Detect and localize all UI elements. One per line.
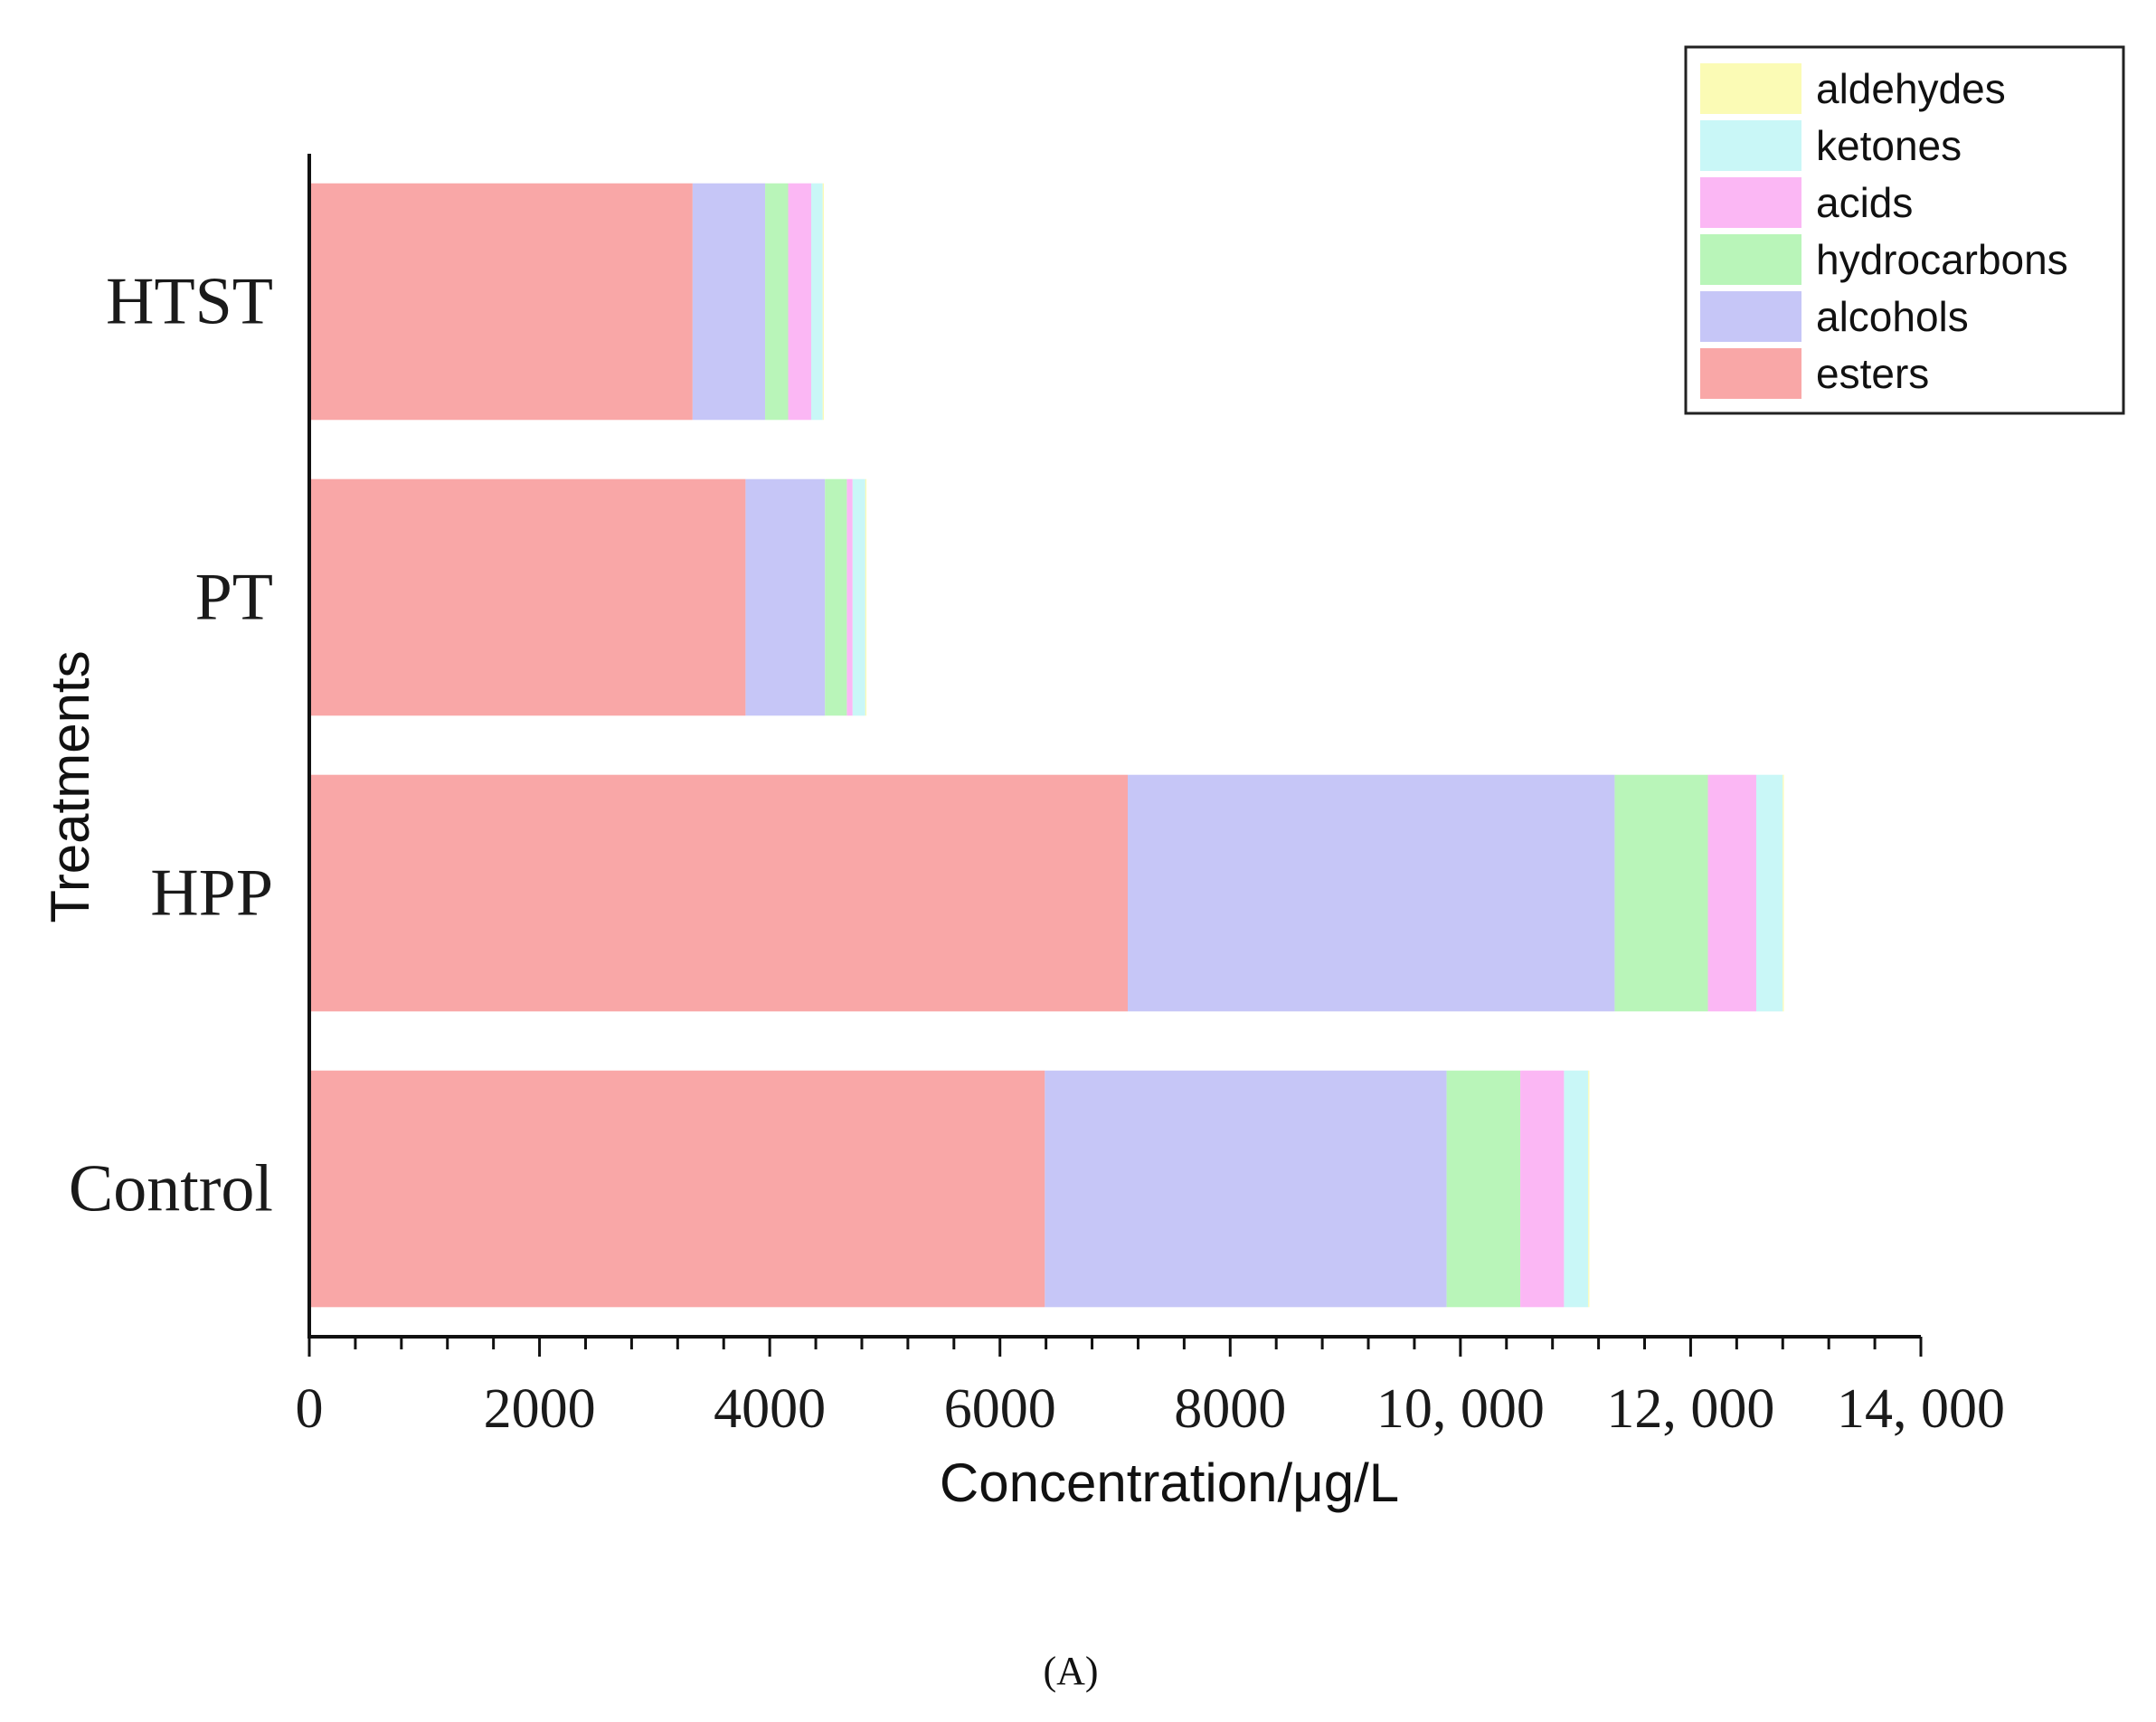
bar-pt-acids [846, 478, 853, 716]
bar-hpp-ketones [1755, 774, 1783, 1012]
bar-hpp-hydrocarbons [1614, 774, 1708, 1012]
bar-hpp-esters [309, 774, 1129, 1012]
legend-swatch-alcohols [1700, 291, 1801, 342]
bar-pt-esters [309, 478, 746, 716]
bar-pt-aldehydes [865, 478, 867, 716]
legend-swatch-ketones [1700, 120, 1801, 171]
category-label-pt: PT [195, 561, 273, 635]
x-axis-title: Concentration/μg/L [940, 1452, 1399, 1513]
x-tick-label: 14, 000 [1837, 1378, 2005, 1440]
x-ticks-group: 0 2000 4000 6000 8000 10, 000 12, 000 14, 000 [296, 1337, 2005, 1440]
bar-hpp-alcohols [1128, 774, 1615, 1012]
category-label-hpp: HPP [150, 856, 273, 931]
x-tick-label: 2000 [484, 1378, 596, 1440]
legend-swatch-esters [1700, 348, 1801, 399]
bar-control-ketones [1564, 1070, 1589, 1308]
category-label-htst: HTST [106, 265, 273, 339]
bar-control-acids [1520, 1070, 1565, 1308]
legend-label-esters: esters [1816, 350, 1929, 397]
bar-htst-hydrocarbons [765, 183, 789, 421]
bar-htst-aldehydes [822, 183, 824, 421]
bar-htst-acids [788, 183, 811, 421]
x-tick-label: 0 [296, 1378, 324, 1440]
bar-htst-ketones [810, 183, 823, 421]
legend-swatch-aldehydes [1700, 63, 1801, 114]
legend-swatch-hydrocarbons [1700, 234, 1801, 285]
bar-pt-hydrocarbons [825, 478, 847, 716]
bar-hpp-acids [1707, 774, 1756, 1012]
bar-hpp-aldehydes [1782, 774, 1784, 1012]
legend-label-aldehydes: aldehydes [1816, 65, 2006, 112]
y-axis-title: Treatments [40, 650, 100, 922]
x-tick-label: 12, 000 [1606, 1378, 1774, 1440]
x-tick-label: 10, 000 [1376, 1378, 1545, 1440]
legend-label-alcohols: alcohols [1816, 293, 1969, 340]
bar-control-esters [309, 1070, 1045, 1308]
legend: aldehydes ketones acids hydrocarbons alcohol… [1684, 45, 2125, 415]
bar-htst-esters [309, 183, 693, 421]
legend-swatch-acids [1700, 177, 1801, 228]
bar-pt-alcohols [745, 478, 826, 716]
bar-pt-ketones [852, 478, 865, 716]
x-tick-label: 6000 [944, 1378, 1056, 1440]
x-tick-label: 4000 [714, 1378, 826, 1440]
bar-control-hydrocarbons [1446, 1070, 1521, 1308]
bar-htst-alcohols [692, 183, 766, 421]
bar-control-alcohols [1045, 1070, 1447, 1308]
y-categories-group: HTST PT HPP Control [69, 265, 273, 1226]
legend-label-acids: acids [1816, 179, 1913, 226]
axes-group [307, 154, 1921, 1339]
bars-group [309, 183, 1784, 1308]
bar-control-aldehydes [1588, 1070, 1590, 1308]
x-tick-label: 8000 [1174, 1378, 1286, 1440]
panel-label: (A) [1043, 1649, 1098, 1693]
category-label-control: Control [69, 1152, 273, 1226]
legend-label-hydrocarbons: hydrocarbons [1816, 236, 2068, 283]
legend-label-ketones: ketones [1816, 122, 1962, 169]
